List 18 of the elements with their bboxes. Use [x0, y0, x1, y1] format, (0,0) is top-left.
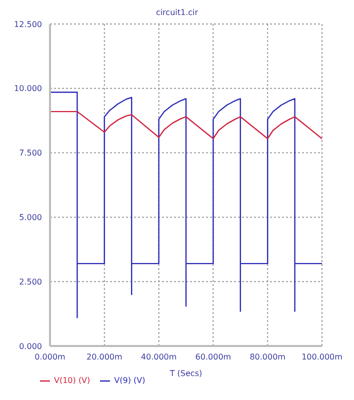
line-series: [50, 110, 322, 140]
legend-label: V(9) (V): [114, 376, 146, 386]
x-tick-label: 60.000m: [195, 352, 232, 362]
x-tick-label: 20.000m: [86, 352, 122, 362]
x-tick-label: 80.000m: [250, 352, 286, 362]
x-tick-label: 40.000m: [140, 352, 177, 362]
y-tick-label: 2.500: [19, 277, 42, 286]
y-tick-label: 12.500: [14, 20, 42, 29]
x-tick-label: 0.000m: [34, 352, 66, 362]
y-tick-label: 0.000: [19, 342, 42, 351]
y-tick-label: 7.500: [19, 148, 42, 158]
y-tick-label: 10.000: [14, 84, 42, 94]
x-axis-title: T (Secs): [168, 369, 202, 378]
chart-title: circuit1.cir: [154, 8, 200, 18]
legend-label: V(10) (V): [54, 376, 90, 386]
y-tick-label: 5.000: [19, 213, 42, 222]
x-tick-label: 100.000m: [302, 352, 343, 362]
line-series: [50, 92, 322, 318]
